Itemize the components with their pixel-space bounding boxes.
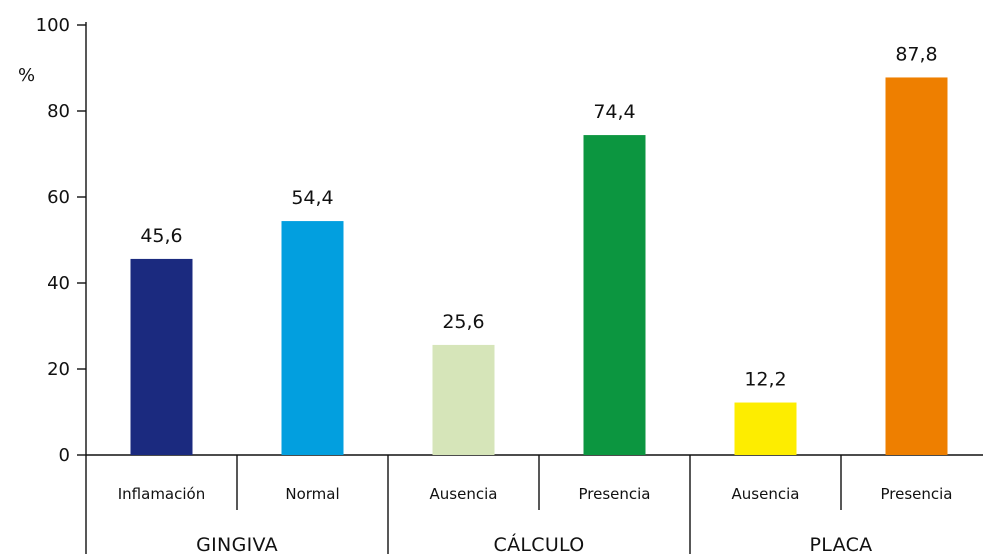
bar [583,135,646,455]
y-tick-label: 60 [47,187,70,208]
y-tick-label: 0 [59,445,70,466]
axes [85,22,983,554]
data-label: 54,4 [291,187,333,209]
group-label: CÁLCULO [494,533,585,554]
group-label: PLACA [810,534,873,554]
category-label: Inflamación [118,485,205,503]
bars [130,77,948,456]
bar [130,258,193,455]
data-labels: 45,6 54,4 25,6 74,4 12,2 87,8 [140,43,937,390]
data-label: 12,2 [744,369,786,391]
y-axis-label: % [18,65,35,86]
data-label: 87,8 [895,43,937,65]
data-label: 45,6 [140,225,182,247]
category-label: Normal [285,485,339,503]
group-label: GINGIVA [196,534,278,554]
bar [281,221,344,455]
bar [432,344,495,455]
category-label: Presencia [578,485,650,503]
y-tick-label: 80 [47,101,70,122]
category-label: Presencia [880,485,952,503]
y-ticks: 0 20 40 60 80 100 [36,15,86,466]
bar [734,402,797,455]
data-label: 74,4 [593,101,635,123]
bar [885,77,948,456]
y-tick-label: 100 [36,15,70,36]
y-tick-label: 40 [47,273,70,294]
category-label: Ausencia [430,485,498,503]
data-label: 25,6 [442,311,484,333]
y-tick-label: 20 [47,359,70,380]
category-label: Ausencia [732,485,800,503]
group-labels: GINGIVA CÁLCULO PLACA [196,533,872,554]
category-labels: Inflamación Normal Ausencia Presencia Ausenc… [118,485,953,503]
